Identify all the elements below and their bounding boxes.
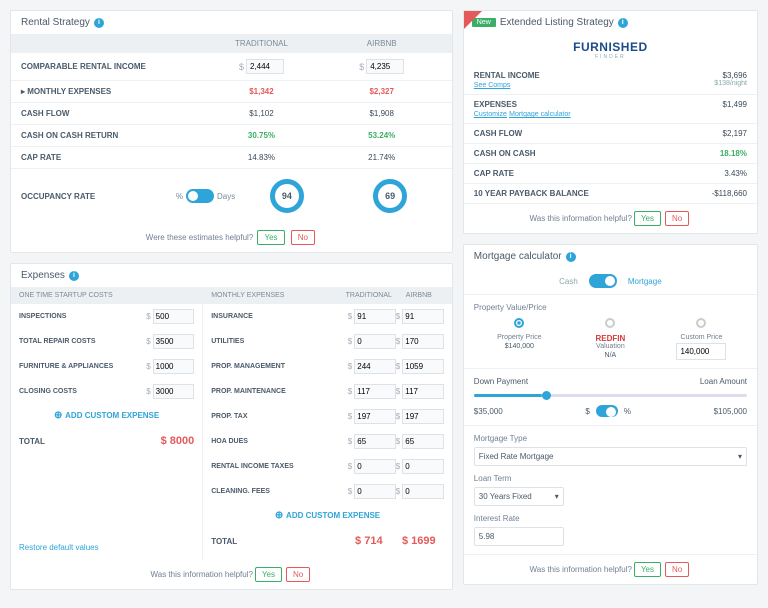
restore-link[interactable]: Restore default values <box>11 535 202 560</box>
maint-t[interactable] <box>354 384 396 399</box>
radio-pp[interactable] <box>514 318 524 328</box>
corner-badge <box>464 11 482 29</box>
dp-slider[interactable] <box>474 394 747 397</box>
see-comps-link[interactable]: See Comps <box>474 82 511 89</box>
rit-t[interactable] <box>354 459 396 474</box>
inspections-input[interactable] <box>153 309 195 324</box>
col-traditional: TRADITIONAL <box>201 39 321 48</box>
airb-income-input[interactable] <box>366 59 404 74</box>
ins-t[interactable] <box>354 309 396 324</box>
info-icon[interactable]: i <box>69 271 79 281</box>
add-custom-right[interactable]: ADD CUSTOM EXPENSE <box>203 504 452 527</box>
no-button[interactable]: No <box>286 567 310 582</box>
yes-button[interactable]: Yes <box>634 211 661 226</box>
row-occupancy: OCCUPANCY RATE <box>21 192 176 201</box>
tax-a[interactable] <box>402 409 444 424</box>
mortgage-card: Mortgage calculator i CashMortgage Prope… <box>463 244 758 585</box>
closing-input[interactable] <box>153 384 195 399</box>
hoa-t[interactable] <box>354 434 396 449</box>
row-expenses[interactable]: ▸ MONTHLY EXPENSES <box>21 87 201 96</box>
row-coc: CASH ON CASH RETURN <box>21 131 201 140</box>
clean-t[interactable] <box>354 484 396 499</box>
add-custom-left[interactable]: ADD CUSTOM EXPENSE <box>11 404 202 427</box>
maint-a[interactable] <box>402 384 444 399</box>
row-cap: CAP RATE <box>21 153 201 162</box>
mortcalc-link[interactable]: Mortgage calculator <box>509 111 570 118</box>
radio-redfin[interactable] <box>605 318 615 328</box>
furniture-input[interactable] <box>153 359 195 374</box>
util-t[interactable] <box>354 334 396 349</box>
ins-a[interactable] <box>402 309 444 324</box>
clean-a[interactable] <box>402 484 444 499</box>
mort-type-select[interactable]: Fixed Rate Mortgage▾ <box>474 447 747 466</box>
repair-input[interactable] <box>153 334 195 349</box>
col-airbnb: AIRBNB <box>322 39 442 48</box>
occ-toggle[interactable] <box>186 189 214 203</box>
info-icon[interactable]: i <box>94 18 104 28</box>
radio-custom[interactable] <box>696 318 706 328</box>
donut-airb: 69 <box>373 179 407 213</box>
info-icon[interactable]: i <box>618 18 628 28</box>
pm-a[interactable] <box>402 359 444 374</box>
expenses-card: Expenses i ONE TIME STARTUP COSTS INSPEC… <box>10 263 453 590</box>
donut-trad: 94 <box>270 179 304 213</box>
yes-button[interactable]: Yes <box>255 567 282 582</box>
rit-a[interactable] <box>402 459 444 474</box>
ext-title: Extended Listing Strategy <box>500 17 614 28</box>
yes-button[interactable]: Yes <box>257 230 284 245</box>
customize-link[interactable]: Customize <box>474 111 507 118</box>
cash-mort-toggle[interactable] <box>589 274 617 288</box>
trad-income-input[interactable] <box>246 59 284 74</box>
rental-title: Rental Strategy i <box>11 11 452 34</box>
mort-title: Mortgage calculator <box>474 251 562 262</box>
interest-rate-input[interactable] <box>474 527 564 546</box>
no-button[interactable]: No <box>665 211 689 226</box>
info-icon[interactable]: i <box>566 252 576 262</box>
extended-listing-card: NewExtended Listing Strategy i FURNISHED… <box>463 10 758 234</box>
loan-term-select[interactable]: 30 Years Fixed▾ <box>474 487 564 506</box>
hoa-a[interactable] <box>402 434 444 449</box>
yes-button[interactable]: Yes <box>634 562 661 577</box>
no-button[interactable]: No <box>291 230 315 245</box>
tax-t[interactable] <box>354 409 396 424</box>
expenses-title: Expenses <box>21 270 65 281</box>
furnished-logo: FURNISHEDFINDER <box>464 34 757 66</box>
util-a[interactable] <box>402 334 444 349</box>
row-income: COMPARABLE RENTAL INCOME <box>21 62 201 71</box>
pm-t[interactable] <box>354 359 396 374</box>
row-cashflow: CASH FLOW <box>21 109 201 118</box>
dp-unit-toggle[interactable] <box>596 405 618 417</box>
rental-strategy-card: Rental Strategy i TRADITIONAL AIRBNB COM… <box>10 10 453 253</box>
custom-price-input[interactable] <box>676 343 726 360</box>
no-button[interactable]: No <box>665 562 689 577</box>
